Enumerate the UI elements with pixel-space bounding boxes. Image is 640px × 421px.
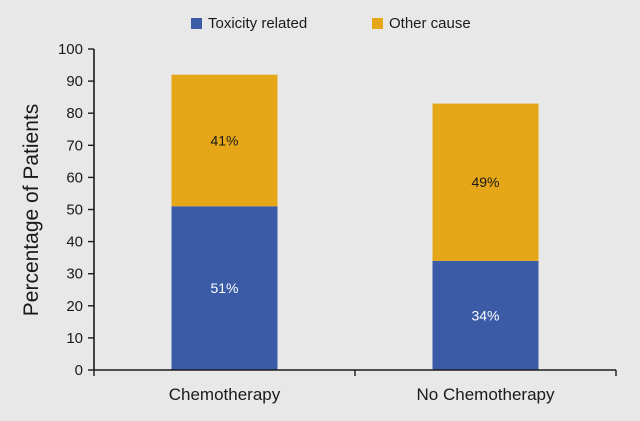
category-label: Chemotherapy — [169, 385, 281, 404]
y-tick-label: 90 — [66, 73, 83, 90]
legend-label: Other cause — [389, 15, 471, 32]
x-axis: Chemotherapy No Chemotherapy — [93, 369, 617, 404]
y-tick-label: 40 — [66, 234, 83, 251]
legend: Toxicity related Other cause — [191, 15, 471, 32]
bars: 51% 41% 34% 49% — [171, 74, 539, 370]
y-tick-label: 0 — [75, 362, 83, 379]
category-label: No Chemotherapy — [417, 385, 555, 404]
bar-segment-toxicity-chemotherapy — [171, 206, 278, 370]
data-label: 41% — [210, 132, 238, 148]
data-label: 51% — [210, 280, 238, 296]
data-label: 34% — [471, 307, 499, 323]
y-tick-label: 30 — [66, 266, 83, 283]
legend-swatch — [372, 18, 383, 29]
y-tick-label: 100 — [58, 41, 83, 58]
y-axis-title: Percentage of Patients — [20, 104, 43, 316]
bar-segment-other-no-chemotherapy — [432, 103, 539, 261]
bar-segment-toxicity-no-chemotherapy — [432, 260, 539, 370]
y-tick-label: 80 — [66, 105, 83, 122]
bar-segment-other-chemotherapy — [171, 74, 278, 207]
legend-swatch — [191, 18, 202, 29]
y-axis: 0 10 20 30 40 50 60 70 80 90 100 — [58, 41, 95, 379]
legend-label: Toxicity related — [208, 15, 307, 32]
y-tick-label: 70 — [66, 137, 83, 154]
data-label: 49% — [471, 174, 499, 190]
y-tick-label: 20 — [66, 298, 83, 315]
y-tick-label: 50 — [66, 202, 83, 219]
y-tick-label: 10 — [66, 330, 83, 347]
y-tick-label: 60 — [66, 169, 83, 186]
